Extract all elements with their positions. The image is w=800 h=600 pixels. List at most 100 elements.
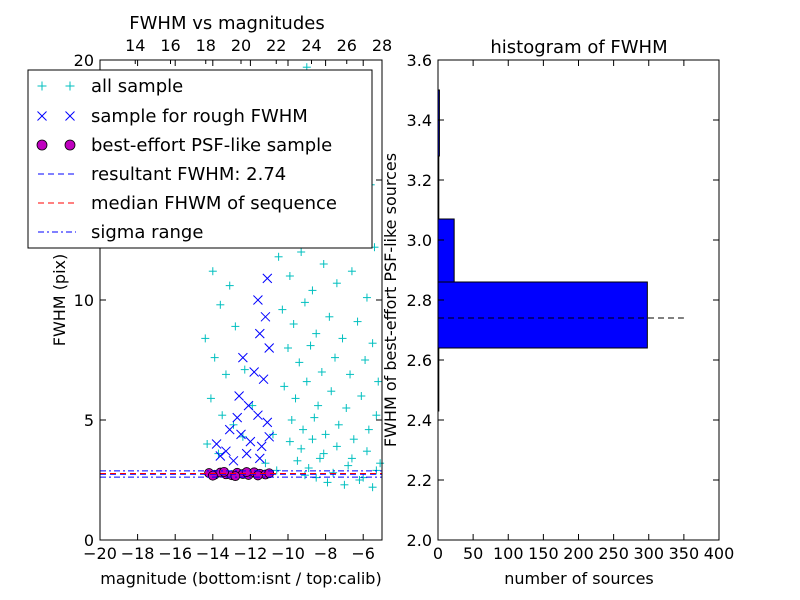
data-point: [364, 425, 373, 434]
data-point: [299, 425, 308, 434]
data-point: [308, 435, 317, 444]
legend-marker: [65, 111, 75, 121]
data-point: [285, 272, 294, 280]
data-point: [238, 352, 248, 363]
data-point: [285, 437, 294, 446]
x-tick-label: 300: [633, 544, 664, 563]
data-point: [291, 394, 300, 403]
left-scatter-panel: FWHM vs magnitudes −20 −18 −16 −14 −12 −10 −8−…: [27, 13, 392, 588]
data-point: [268, 430, 277, 439]
legend-label-rough-fwhm: sample for rough FWHM: [91, 106, 308, 127]
data-point: [297, 248, 306, 256]
series-sample-for-rough-fwhm: [211, 211, 275, 466]
data-point: [368, 483, 377, 492]
data-point: [353, 317, 362, 326]
data-point: [264, 343, 275, 353]
top-tick-label: 26: [337, 36, 357, 55]
data-point: [253, 410, 263, 421]
data-point: [208, 267, 217, 276]
top-tick-label: 20: [231, 36, 251, 55]
data-point: [215, 451, 226, 461]
data-point: [236, 429, 246, 440]
legend-markers: [36, 81, 76, 233]
y-tick-label: 5: [84, 411, 94, 430]
histogram-bar: [437, 218, 455, 283]
x-tick-label: 150: [528, 544, 559, 563]
legend: all sample sample for rough FWHM best-ef…: [27, 69, 373, 249]
data-point: [332, 442, 341, 451]
x-tick-label: −12: [234, 544, 268, 563]
data-point: [362, 293, 371, 302]
y-tick-label: 2.4: [407, 411, 432, 430]
data-point: [332, 279, 341, 288]
data-point: [347, 267, 356, 276]
y-tick-label: 3.4: [407, 111, 432, 130]
data-point: [225, 281, 234, 290]
x-tick-label: 200: [563, 544, 594, 563]
right-chart-title: histogram of FWHM: [490, 37, 667, 58]
data-point: [256, 441, 267, 452]
data-point: [234, 391, 244, 401]
legend-marker: [37, 81, 47, 91]
data-point: [253, 470, 263, 481]
data-point: [221, 446, 231, 457]
legend-label-median: median FHWM of sequence: [91, 193, 337, 214]
y-tick-label: 3.2: [407, 171, 432, 190]
data-point: [331, 353, 339, 362]
legend-marker: [37, 111, 47, 121]
data-point: [261, 459, 270, 468]
left-x-axis-label: magnitude (bottom:isnt / top:calib): [100, 569, 381, 588]
y-tick-label: 3.6: [407, 51, 432, 70]
data-point: [253, 295, 263, 305]
legend-label-resultant: resultant FWHM: 2.74: [91, 164, 286, 185]
y-tick-label: 2.8: [407, 291, 432, 310]
data-point: [224, 424, 235, 435]
right-x-ticks: 0 50 100 150 200 250 300 350 400: [433, 60, 734, 563]
x-tick-label: −18: [121, 544, 155, 563]
right-x-axis-label: number of sources: [504, 569, 654, 588]
data-point: [329, 468, 338, 477]
x-tick-label: 350: [669, 544, 700, 563]
top-tick-label: 22: [266, 36, 286, 55]
data-point: [206, 394, 215, 403]
data-point: [300, 471, 309, 480]
data-point: [231, 322, 240, 331]
data-point: [262, 273, 273, 284]
top-tick-label: 14: [125, 36, 145, 55]
data-point: [249, 367, 260, 377]
x-tick-label: −8: [314, 544, 338, 563]
data-point: [245, 436, 256, 447]
right-y-ticks: 2.0 2.2 2.4 2.6 2.8 3.0 3.2 3.4 3.6: [407, 51, 719, 550]
data-point: [203, 440, 212, 448]
data-point: [319, 449, 328, 458]
data-point: [327, 387, 336, 396]
data-point: [315, 454, 324, 463]
top-tick-label: 18: [196, 36, 216, 55]
data-point: [342, 404, 351, 412]
data-point: [272, 466, 281, 475]
top-tick-label: 24: [301, 36, 321, 55]
y-tick-label: 3.0: [407, 231, 432, 250]
data-point: [308, 286, 317, 295]
data-point: [216, 300, 225, 309]
right-plot-data: [437, 89, 684, 412]
x-tick-label: 50: [463, 544, 483, 563]
data-point: [349, 435, 358, 444]
data-point: [300, 298, 309, 307]
data-point: [347, 454, 356, 463]
data-point: [321, 430, 330, 439]
data-point: [319, 260, 328, 268]
legend-box: [27, 69, 373, 249]
data-point: [293, 456, 302, 465]
data-point: [254, 453, 265, 464]
left-x-ticks: −20 −18 −16 −14 −12 −10 −8 −6: [83, 60, 375, 563]
data-point: [248, 401, 257, 410]
legend-label-sigma: sigma range: [91, 222, 203, 243]
histogram-bar: [437, 281, 648, 349]
legend-marker: [65, 81, 75, 91]
data-point: [304, 464, 313, 472]
x-tick-label: −14: [196, 544, 230, 563]
data-point: [374, 377, 383, 386]
x-tick-label: −16: [158, 544, 192, 563]
x-tick-label: −10: [271, 544, 305, 563]
